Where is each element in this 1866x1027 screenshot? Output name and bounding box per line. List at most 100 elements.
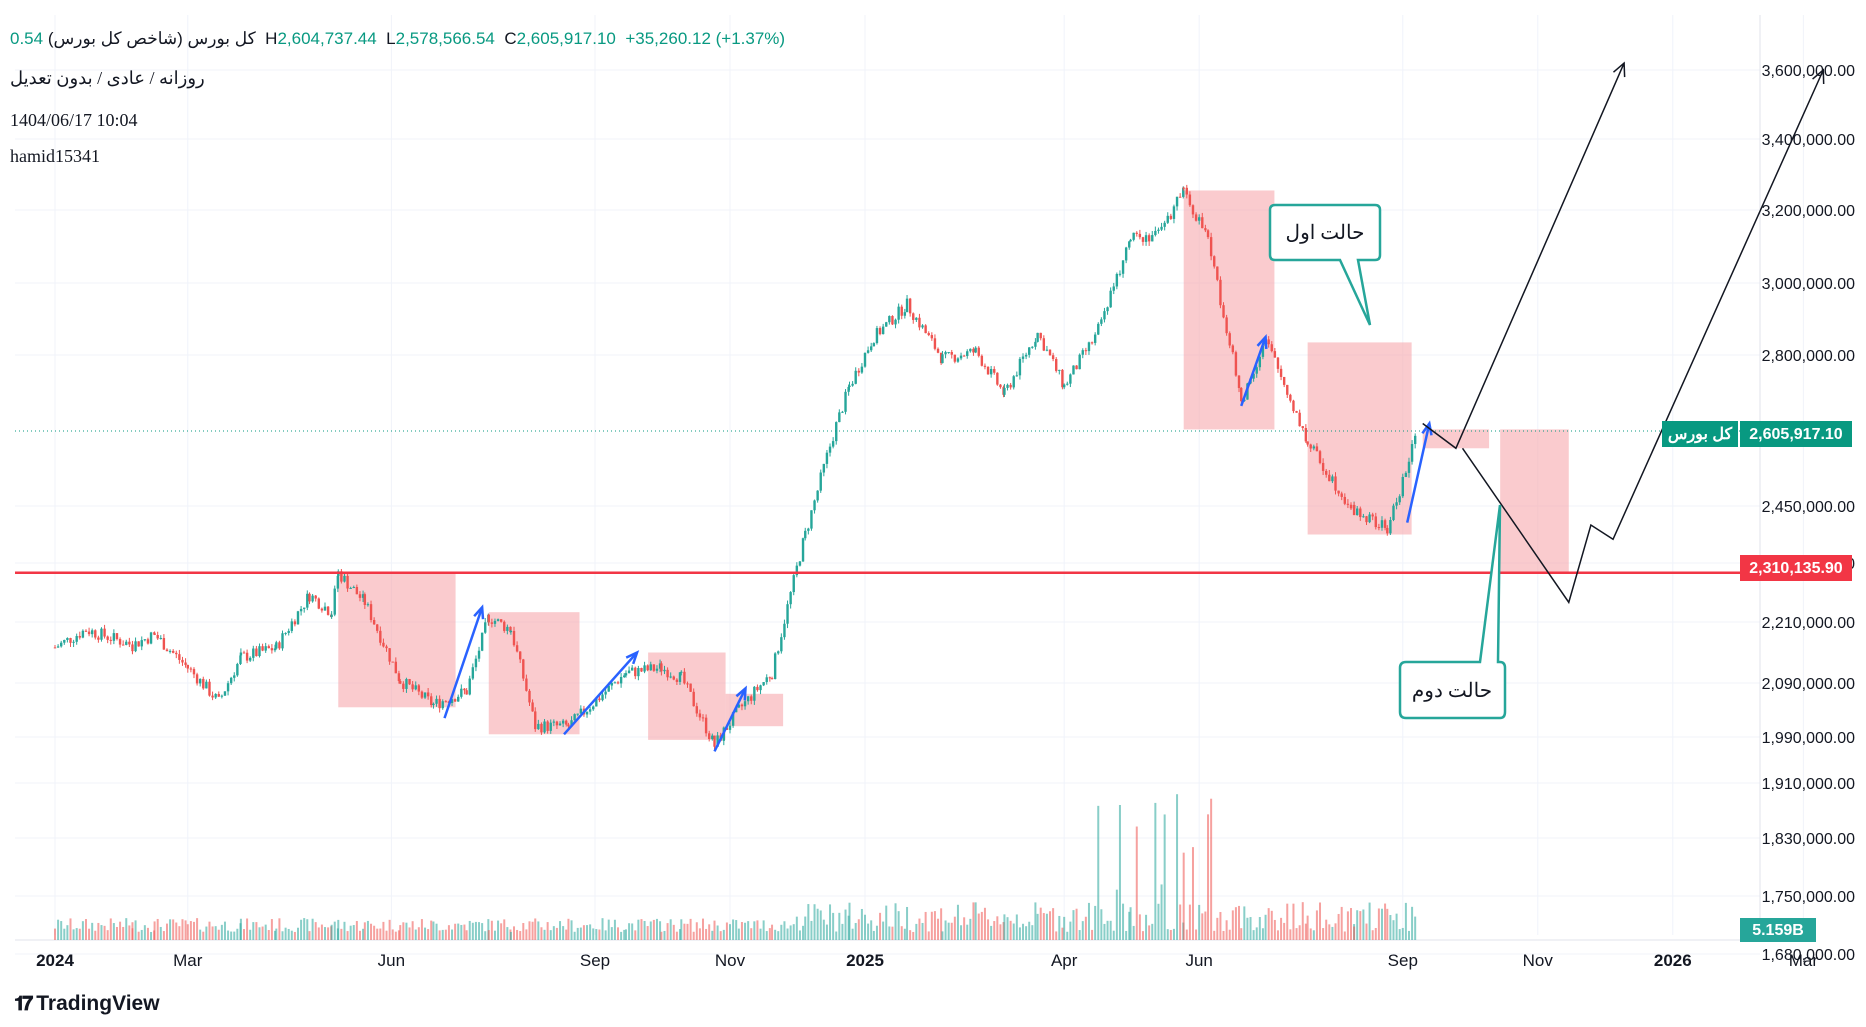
candle-body (921, 325, 924, 328)
volume-bar (716, 925, 719, 940)
volume-bar (894, 903, 897, 940)
candle-body (408, 679, 411, 685)
volume-bar (1106, 920, 1109, 940)
volume-bar (1353, 926, 1356, 940)
volume-bar (924, 911, 927, 940)
volume-bar (774, 929, 777, 940)
candle-body (346, 575, 349, 589)
candle-body (1039, 332, 1042, 339)
price-axis[interactable]: 3,600,000.00 3,400,000.00 3,200,000.00 3,00… (1762, 63, 1856, 964)
candle-body (1312, 446, 1316, 449)
candle-body (1147, 235, 1151, 242)
volume-bar (208, 921, 211, 940)
candle-body (1410, 444, 1414, 462)
symbol-title[interactable]: کل بورس (شاخص کل بورس) (47, 29, 256, 48)
candle-body (813, 500, 816, 511)
volume-bar (320, 924, 323, 940)
candle-body (540, 723, 543, 733)
candle-body (109, 639, 112, 641)
candle-body (153, 633, 156, 636)
candle-body (1315, 446, 1319, 452)
volume-bar (937, 918, 940, 940)
volume-bar (1081, 921, 1084, 940)
candle-body (660, 663, 663, 672)
volume-bar (1169, 929, 1172, 940)
candle-body (399, 681, 402, 684)
volume-bar (771, 924, 774, 940)
volume-bar (1267, 908, 1270, 940)
candle-body (379, 630, 382, 643)
candle-body (561, 720, 565, 724)
volume-bar (220, 924, 223, 940)
volume-bar (300, 919, 303, 940)
volume-bar (284, 927, 287, 940)
scenario-1-callout[interactable]: حالت اول (1268, 203, 1382, 326)
x-tick-label: 2024 (36, 951, 74, 970)
volume-bar (567, 918, 570, 940)
candle-body (242, 652, 246, 654)
volume-bar (1398, 929, 1401, 940)
volume-bar (1386, 908, 1389, 940)
blue-arrow-head (1256, 333, 1268, 350)
candle-body (202, 678, 205, 689)
candle-body (686, 683, 689, 685)
volume-bar (643, 920, 646, 940)
volume-bar (565, 929, 568, 940)
volume-bar (1231, 910, 1234, 940)
volume-bar (579, 927, 582, 940)
volume-bar (1252, 930, 1255, 940)
candle-body (480, 632, 484, 651)
volume-bar (430, 920, 433, 940)
volume-bar (281, 931, 284, 940)
scenario-2-callout[interactable]: حالت دوم (1398, 504, 1507, 720)
volume-bar (119, 921, 122, 940)
volume-bar (1003, 914, 1006, 940)
volume-bar (343, 921, 346, 940)
volume-bar (692, 931, 695, 940)
volume-bar (582, 925, 585, 940)
volume-bar (330, 924, 333, 940)
candle-body (195, 674, 199, 684)
volume-bar (1301, 902, 1304, 940)
candle-body (499, 619, 503, 622)
y-tick-label: 2,800,000.00 (1762, 348, 1856, 365)
volume-bar (1243, 906, 1246, 940)
candle-body (189, 668, 193, 670)
blue-arrow (713, 687, 747, 752)
open-value: 0.54 (10, 29, 44, 48)
volume-bar (1328, 924, 1331, 940)
price-zone (338, 572, 456, 708)
candle-body (841, 411, 844, 413)
candle-body (184, 662, 187, 665)
volume-bar (660, 931, 663, 940)
volume-bar (1172, 928, 1175, 940)
time-axis[interactable]: 2024 Mar Jun Sep Nov 2025 Apr Jun Sep Nov 2026 Mar (36, 951, 1818, 970)
volume-bar (333, 921, 336, 940)
volume-bar (252, 922, 255, 940)
candle-body (773, 653, 777, 680)
volume-bar (125, 918, 128, 940)
candle-body (549, 722, 552, 731)
candle-body (278, 642, 281, 649)
candle-body (1132, 232, 1135, 240)
tradingview-logo[interactable]: 𝟏𝟕 TradingView (14, 992, 160, 1016)
volume-bar (1350, 908, 1352, 940)
candle-body (450, 699, 454, 703)
volume-bar (792, 924, 795, 940)
candle-body (97, 637, 100, 640)
candle-body (493, 620, 497, 624)
candle-body (789, 592, 792, 605)
candle-body (457, 696, 460, 702)
volume-bar (394, 931, 397, 940)
volume-bar (159, 926, 162, 940)
candle-body (624, 673, 628, 676)
volume-bar (382, 921, 385, 940)
candle-body (872, 343, 876, 347)
volume-bar (756, 920, 759, 940)
candle-body (115, 633, 119, 640)
candle-body (1081, 350, 1084, 355)
volume-bar (634, 930, 637, 940)
volume-bar (1273, 919, 1276, 940)
volume-bar (672, 924, 675, 940)
